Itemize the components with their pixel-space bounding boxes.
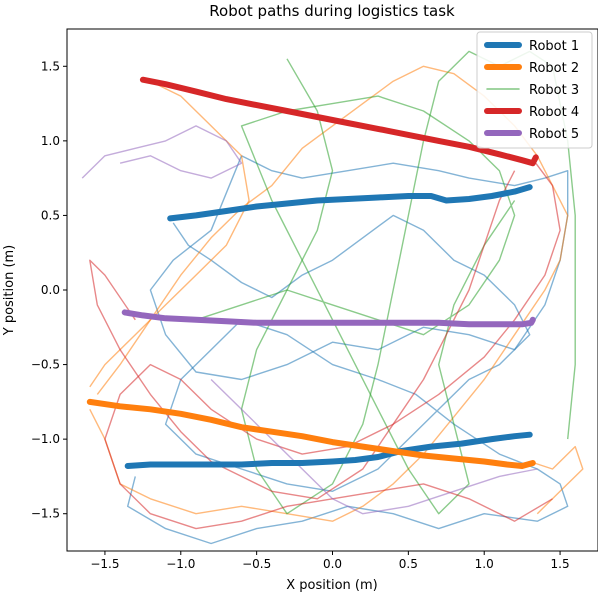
trace-robot-2-3 — [529, 445, 584, 515]
legend-label: Robot 2 — [529, 61, 579, 76]
background-traces — [81, 50, 584, 545]
legend-label: Robot 4 — [529, 105, 579, 120]
x-tick-label: 0.0 — [323, 557, 342, 571]
trace-robot-2-1 — [89, 65, 569, 522]
x-tick-label: −1.0 — [166, 557, 195, 571]
trace-robot-5-1 — [81, 125, 243, 179]
path-robot-4-1 — [139, 76, 539, 167]
trace-robot-4-2 — [89, 170, 516, 500]
trace-robot-5-2 — [210, 379, 538, 515]
y-tick-label: 0.0 — [41, 283, 60, 297]
x-tick-label: 1.5 — [551, 557, 570, 571]
trace-robot-4-1 — [104, 162, 561, 530]
y-tick-label: 1.5 — [41, 59, 60, 73]
legend: Robot 1 Robot 2 Robot 3 Robot 4 Robot 5 — [476, 31, 593, 149]
y-axis-ticks: −1.5 −1.0 −0.5 0.0 0.5 1.0 1.5 — [31, 59, 67, 521]
trace-robot-1-1 — [126, 214, 569, 545]
y-axis-label: Y position (m) — [2, 245, 17, 337]
x-axis-ticks: −1.5 −1.0 −0.5 0.0 0.5 1.0 1.5 — [90, 551, 570, 571]
path-robot-2-1 — [86, 398, 536, 469]
legend-label: Robot 1 — [529, 39, 579, 54]
trace-robot-2-2 — [89, 80, 250, 388]
trace-robot-3-2 — [195, 95, 516, 515]
x-axis-label: X position (m) — [286, 578, 377, 593]
path-robot-5-1 — [121, 309, 536, 328]
x-tick-label: 0.5 — [399, 557, 418, 571]
legend-label: Robot 3 — [529, 83, 579, 98]
y-tick-label: −0.5 — [31, 358, 60, 372]
main-paths — [86, 76, 539, 469]
path-robot-1-2 — [124, 431, 533, 469]
trace-robot-1-2 — [149, 155, 569, 381]
x-tick-label: −1.5 — [90, 557, 119, 571]
legend-box — [476, 31, 593, 149]
x-tick-label: −0.5 — [242, 557, 271, 571]
y-tick-label: −1.5 — [31, 507, 60, 521]
y-tick-label: 1.0 — [41, 134, 60, 148]
x-tick-label: 1.0 — [475, 557, 494, 571]
chart-title: Robot paths during logistics task — [209, 2, 455, 20]
legend-label: Robot 5 — [529, 127, 579, 142]
path-robot-1-1 — [167, 184, 533, 222]
y-tick-label: 0.5 — [41, 208, 60, 222]
y-tick-label: −1.0 — [31, 432, 60, 446]
